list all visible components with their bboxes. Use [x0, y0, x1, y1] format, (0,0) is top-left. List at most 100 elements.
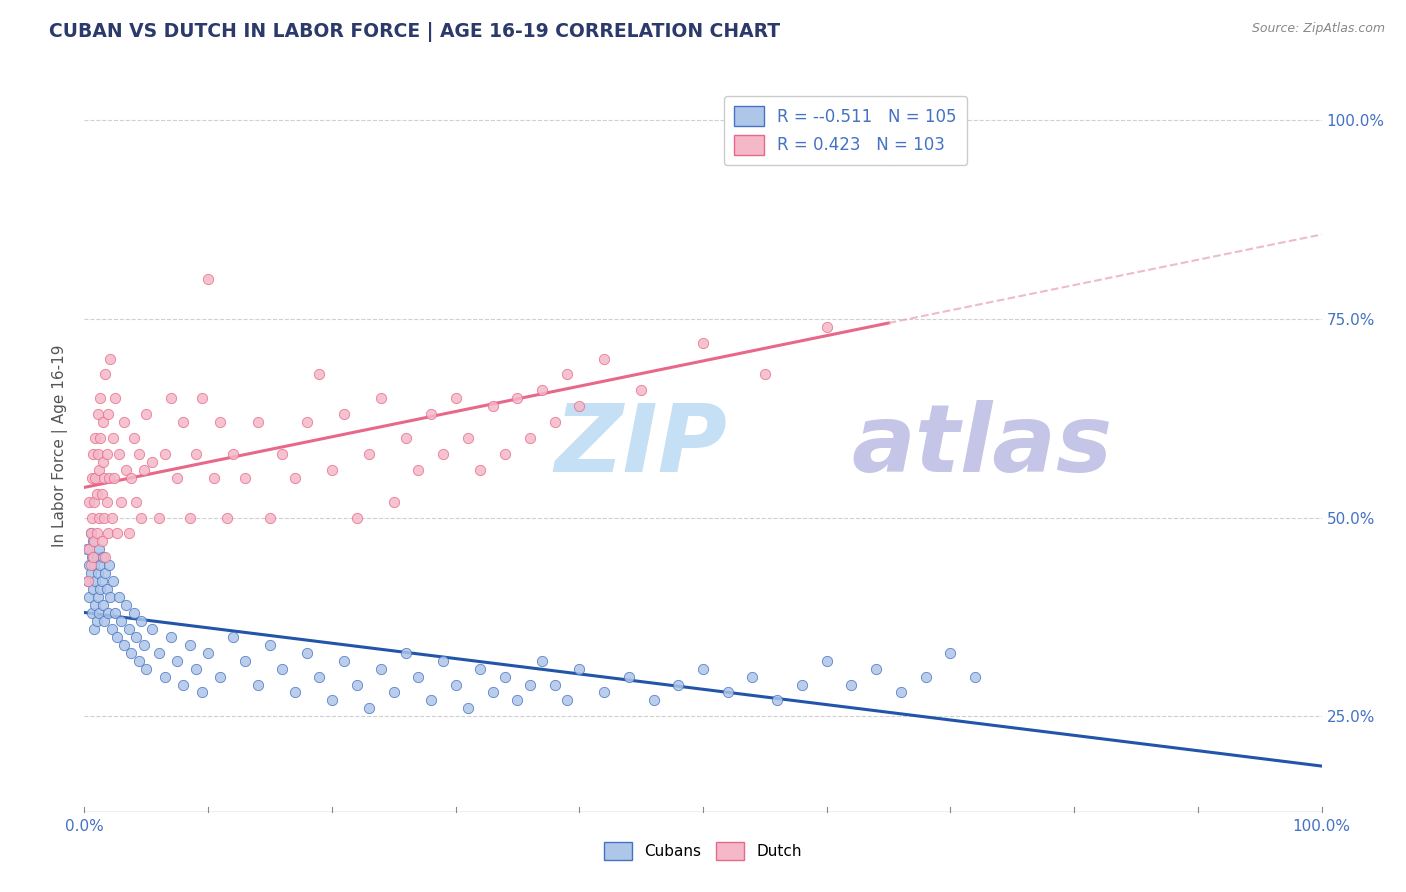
Point [246, 677, 269, 691]
Point [89, 606, 111, 620]
Point [790, 677, 813, 691]
Point [617, 669, 640, 683]
Point [494, 669, 516, 683]
Point [815, 654, 838, 668]
Point [148, 510, 170, 524]
Point [370, 392, 392, 406]
Point [129, 614, 152, 628]
Point [271, 662, 294, 676]
Y-axis label: In Labor Force | Age 16-19: In Labor Force | Age 16-19 [52, 344, 69, 548]
Point [132, 638, 155, 652]
Point [160, 630, 183, 644]
Point [97, 526, 120, 541]
Point [865, 662, 887, 676]
Point [153, 669, 176, 683]
Point [246, 415, 269, 429]
Point [135, 407, 157, 421]
Point [84, 431, 107, 445]
Point [506, 392, 529, 406]
Point [593, 685, 616, 699]
Point [80, 550, 103, 565]
Point [87, 407, 110, 421]
Point [419, 693, 441, 707]
Point [98, 590, 121, 604]
Point [125, 494, 148, 508]
Point [97, 606, 120, 620]
Point [94, 550, 117, 565]
Point [543, 415, 565, 429]
Point [666, 677, 689, 691]
Point [233, 654, 256, 668]
Point [103, 471, 125, 485]
Point [96, 494, 118, 508]
Point [481, 399, 503, 413]
Point [86, 486, 108, 500]
Point [259, 510, 281, 524]
Text: ZIP: ZIP [554, 400, 727, 492]
Point [129, 510, 152, 524]
Point [93, 614, 115, 628]
Point [108, 590, 131, 604]
Point [82, 550, 104, 565]
Point [104, 606, 127, 620]
Point [89, 463, 111, 477]
Point [110, 614, 132, 628]
Point [100, 510, 122, 524]
Point [432, 447, 454, 461]
Point [87, 447, 110, 461]
Point [179, 638, 201, 652]
Point [457, 431, 479, 445]
Text: CUBAN VS DUTCH IN LABOR FORCE | AGE 16-19 CORRELATION CHART: CUBAN VS DUTCH IN LABOR FORCE | AGE 16-1… [49, 22, 780, 42]
Point [346, 510, 368, 524]
Legend: Cubans, Dutch: Cubans, Dutch [599, 836, 807, 866]
Point [82, 582, 104, 596]
Point [104, 392, 127, 406]
Point [519, 431, 541, 445]
Point [308, 368, 330, 382]
Point [215, 510, 238, 524]
Point [630, 384, 652, 398]
Point [531, 654, 554, 668]
Point [333, 407, 356, 421]
Point [543, 677, 565, 691]
Point [202, 471, 225, 485]
Point [754, 368, 776, 382]
Point [233, 471, 256, 485]
Point [357, 701, 380, 715]
Point [172, 415, 194, 429]
Point [643, 693, 665, 707]
Point [110, 494, 132, 508]
Point [191, 392, 214, 406]
Point [80, 606, 103, 620]
Point [101, 431, 124, 445]
Point [191, 685, 214, 699]
Point [593, 351, 616, 366]
Text: atlas: atlas [852, 400, 1112, 492]
Point [179, 510, 201, 524]
Point [89, 582, 111, 596]
Point [209, 415, 232, 429]
Point [148, 646, 170, 660]
Point [209, 669, 232, 683]
Point [284, 471, 307, 485]
Point [83, 622, 105, 636]
Point [84, 574, 107, 589]
Point [87, 590, 110, 604]
Point [432, 654, 454, 668]
Point [115, 598, 138, 612]
Point [395, 431, 418, 445]
Point [89, 392, 111, 406]
Point [82, 447, 104, 461]
Point [98, 351, 121, 366]
Point [87, 566, 110, 581]
Point [91, 415, 114, 429]
Point [153, 447, 176, 461]
Point [444, 677, 467, 691]
Point [86, 614, 108, 628]
Point [91, 455, 114, 469]
Point [382, 494, 405, 508]
Point [90, 574, 112, 589]
Point [96, 582, 118, 596]
Point [86, 526, 108, 541]
Point [120, 646, 142, 660]
